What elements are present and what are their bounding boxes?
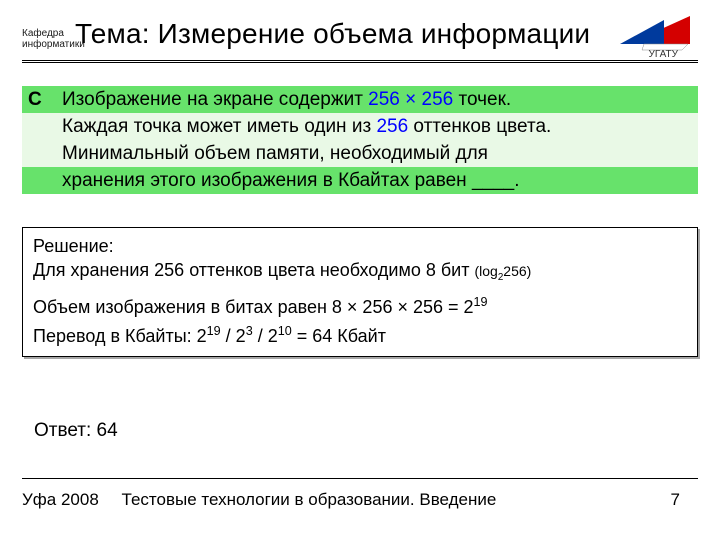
- question-line-2: Каждая точка может иметь один из 256 отт…: [22, 113, 698, 140]
- logo-icon: [620, 14, 690, 54]
- final-answer: Ответ: 64: [34, 420, 118, 442]
- solution-line-1: Для хранения 256 оттенков цвета необходи…: [33, 258, 687, 290]
- dim-256x256: 256 × 256: [368, 89, 453, 110]
- university-logo: УГАТУ: [620, 14, 690, 62]
- solution-box: Решение: Для хранения 256 оттенков цвета…: [22, 227, 698, 357]
- divider-top: [22, 60, 698, 61]
- colors-256: 256: [376, 116, 408, 137]
- page-number: 7: [671, 490, 680, 510]
- dept-line1: Кафедра: [22, 28, 64, 39]
- divider-top-2: [22, 62, 698, 63]
- answer-blank: ____: [472, 170, 514, 191]
- question-line-1: C Изображение на экране содержит 256 × 2…: [22, 86, 698, 113]
- question-label: C: [28, 86, 42, 113]
- question-line-4: хранения этого изображения в Кбайтах рав…: [22, 167, 698, 194]
- question-line-3: Минимальный объем памяти, необходимый дл…: [22, 140, 698, 167]
- footer: Уфа 2008 Тестовые технологии в образован…: [22, 490, 698, 510]
- university-abbr: УГАТУ: [649, 49, 678, 60]
- slide-title: Тема: Измерение объема информации: [75, 18, 590, 50]
- question-block: C Изображение на экране содержит 256 × 2…: [22, 86, 698, 194]
- divider-bottom: [22, 478, 698, 479]
- footer-caption: Тестовые технологии в образовании. Введе…: [122, 490, 497, 510]
- solution-heading: Решение:: [33, 234, 687, 258]
- solution-line-3: Перевод в Кбайты: 219 / 23 / 210 = 64 Кб…: [33, 319, 687, 348]
- solution-line-2: Объем изображения в битах равен 8 × 256 …: [33, 290, 687, 319]
- footer-city: Уфа 2008: [22, 490, 99, 510]
